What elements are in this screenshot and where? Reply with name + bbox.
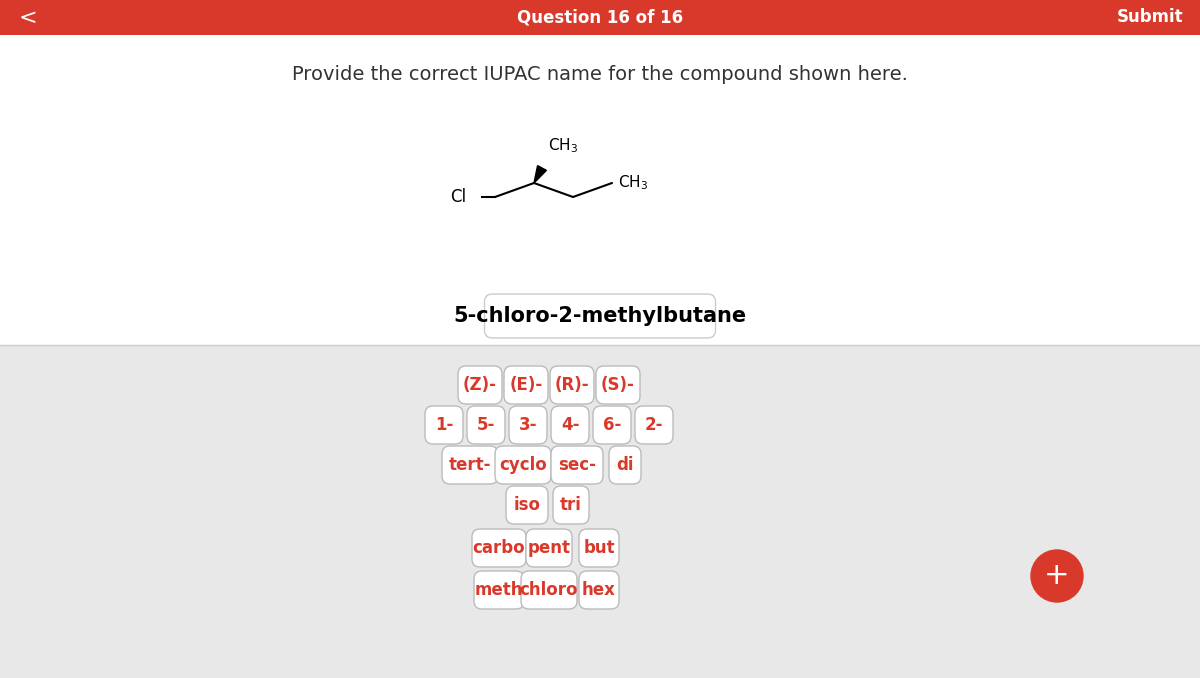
FancyBboxPatch shape	[467, 406, 505, 444]
Text: 5-: 5-	[476, 416, 496, 434]
FancyBboxPatch shape	[526, 529, 572, 567]
Text: cyclo: cyclo	[499, 456, 547, 474]
Text: Question 16 of 16: Question 16 of 16	[517, 9, 683, 26]
Text: CH$_3$: CH$_3$	[618, 174, 648, 193]
Text: (R)-: (R)-	[554, 376, 589, 394]
FancyBboxPatch shape	[635, 406, 673, 444]
FancyBboxPatch shape	[580, 571, 619, 609]
FancyBboxPatch shape	[553, 486, 589, 524]
FancyBboxPatch shape	[0, 35, 1200, 345]
Text: (Z)-: (Z)-	[463, 376, 497, 394]
Text: +: +	[1044, 561, 1070, 591]
Text: meth: meth	[475, 581, 523, 599]
FancyBboxPatch shape	[593, 406, 631, 444]
Text: 3-: 3-	[518, 416, 538, 434]
FancyBboxPatch shape	[551, 406, 589, 444]
FancyBboxPatch shape	[0, 345, 1200, 678]
Text: Submit: Submit	[1117, 9, 1183, 26]
FancyBboxPatch shape	[509, 406, 547, 444]
FancyBboxPatch shape	[521, 571, 577, 609]
Text: di: di	[617, 456, 634, 474]
FancyBboxPatch shape	[425, 406, 463, 444]
Text: 1-: 1-	[434, 416, 454, 434]
Text: tert-: tert-	[449, 456, 491, 474]
Text: iso: iso	[514, 496, 540, 514]
FancyBboxPatch shape	[474, 571, 524, 609]
Text: CH$_3$: CH$_3$	[548, 136, 578, 155]
Text: hex: hex	[582, 581, 616, 599]
Circle shape	[1031, 550, 1084, 602]
FancyBboxPatch shape	[551, 446, 604, 484]
Text: 2-: 2-	[644, 416, 664, 434]
FancyBboxPatch shape	[580, 529, 619, 567]
FancyBboxPatch shape	[496, 446, 551, 484]
Text: tri: tri	[560, 496, 582, 514]
Text: 5-chloro-2-methylbutane: 5-chloro-2-methylbutane	[454, 306, 746, 326]
Text: 4-: 4-	[560, 416, 580, 434]
FancyBboxPatch shape	[472, 529, 526, 567]
FancyBboxPatch shape	[458, 366, 502, 404]
Text: Provide the correct IUPAC name for the compound shown here.: Provide the correct IUPAC name for the c…	[292, 66, 908, 85]
Text: carbo: carbo	[473, 539, 526, 557]
FancyBboxPatch shape	[550, 366, 594, 404]
Text: but: but	[583, 539, 614, 557]
Text: chloro: chloro	[520, 581, 578, 599]
Text: 6-: 6-	[602, 416, 622, 434]
Text: Cl: Cl	[450, 188, 466, 206]
Text: (S)-: (S)-	[601, 376, 635, 394]
FancyBboxPatch shape	[504, 366, 548, 404]
FancyBboxPatch shape	[610, 446, 641, 484]
Text: <: <	[19, 7, 37, 28]
FancyBboxPatch shape	[485, 294, 715, 338]
FancyBboxPatch shape	[596, 366, 640, 404]
FancyBboxPatch shape	[0, 0, 1200, 35]
Text: sec-: sec-	[558, 456, 596, 474]
FancyBboxPatch shape	[442, 446, 498, 484]
Polygon shape	[534, 165, 546, 183]
FancyBboxPatch shape	[506, 486, 548, 524]
Text: (E)-: (E)-	[509, 376, 542, 394]
Text: pent: pent	[528, 539, 570, 557]
